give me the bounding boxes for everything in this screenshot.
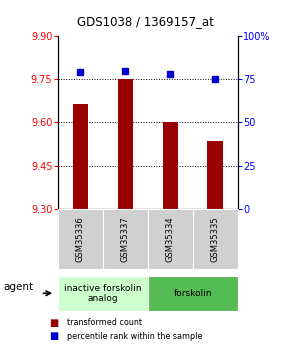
Text: GSM35337: GSM35337 [121, 216, 130, 262]
Text: transformed count: transformed count [67, 318, 142, 327]
Text: inactive forskolin
analog: inactive forskolin analog [64, 284, 142, 303]
Text: agent: agent [3, 282, 33, 292]
Bar [117, 79, 133, 209]
Text: GDS1038 / 1369157_at: GDS1038 / 1369157_at [77, 16, 213, 29]
Bar [72, 104, 88, 209]
Text: GSM35336: GSM35336 [76, 216, 85, 262]
Text: percentile rank within the sample: percentile rank within the sample [67, 332, 202, 341]
Text: ■: ■ [49, 318, 59, 327]
Text: GSM35335: GSM35335 [211, 216, 220, 262]
Bar [162, 122, 178, 209]
Text: GSM35334: GSM35334 [166, 216, 175, 262]
Bar [207, 141, 223, 209]
Text: ■: ■ [49, 332, 59, 341]
Text: forskolin: forskolin [174, 289, 212, 298]
